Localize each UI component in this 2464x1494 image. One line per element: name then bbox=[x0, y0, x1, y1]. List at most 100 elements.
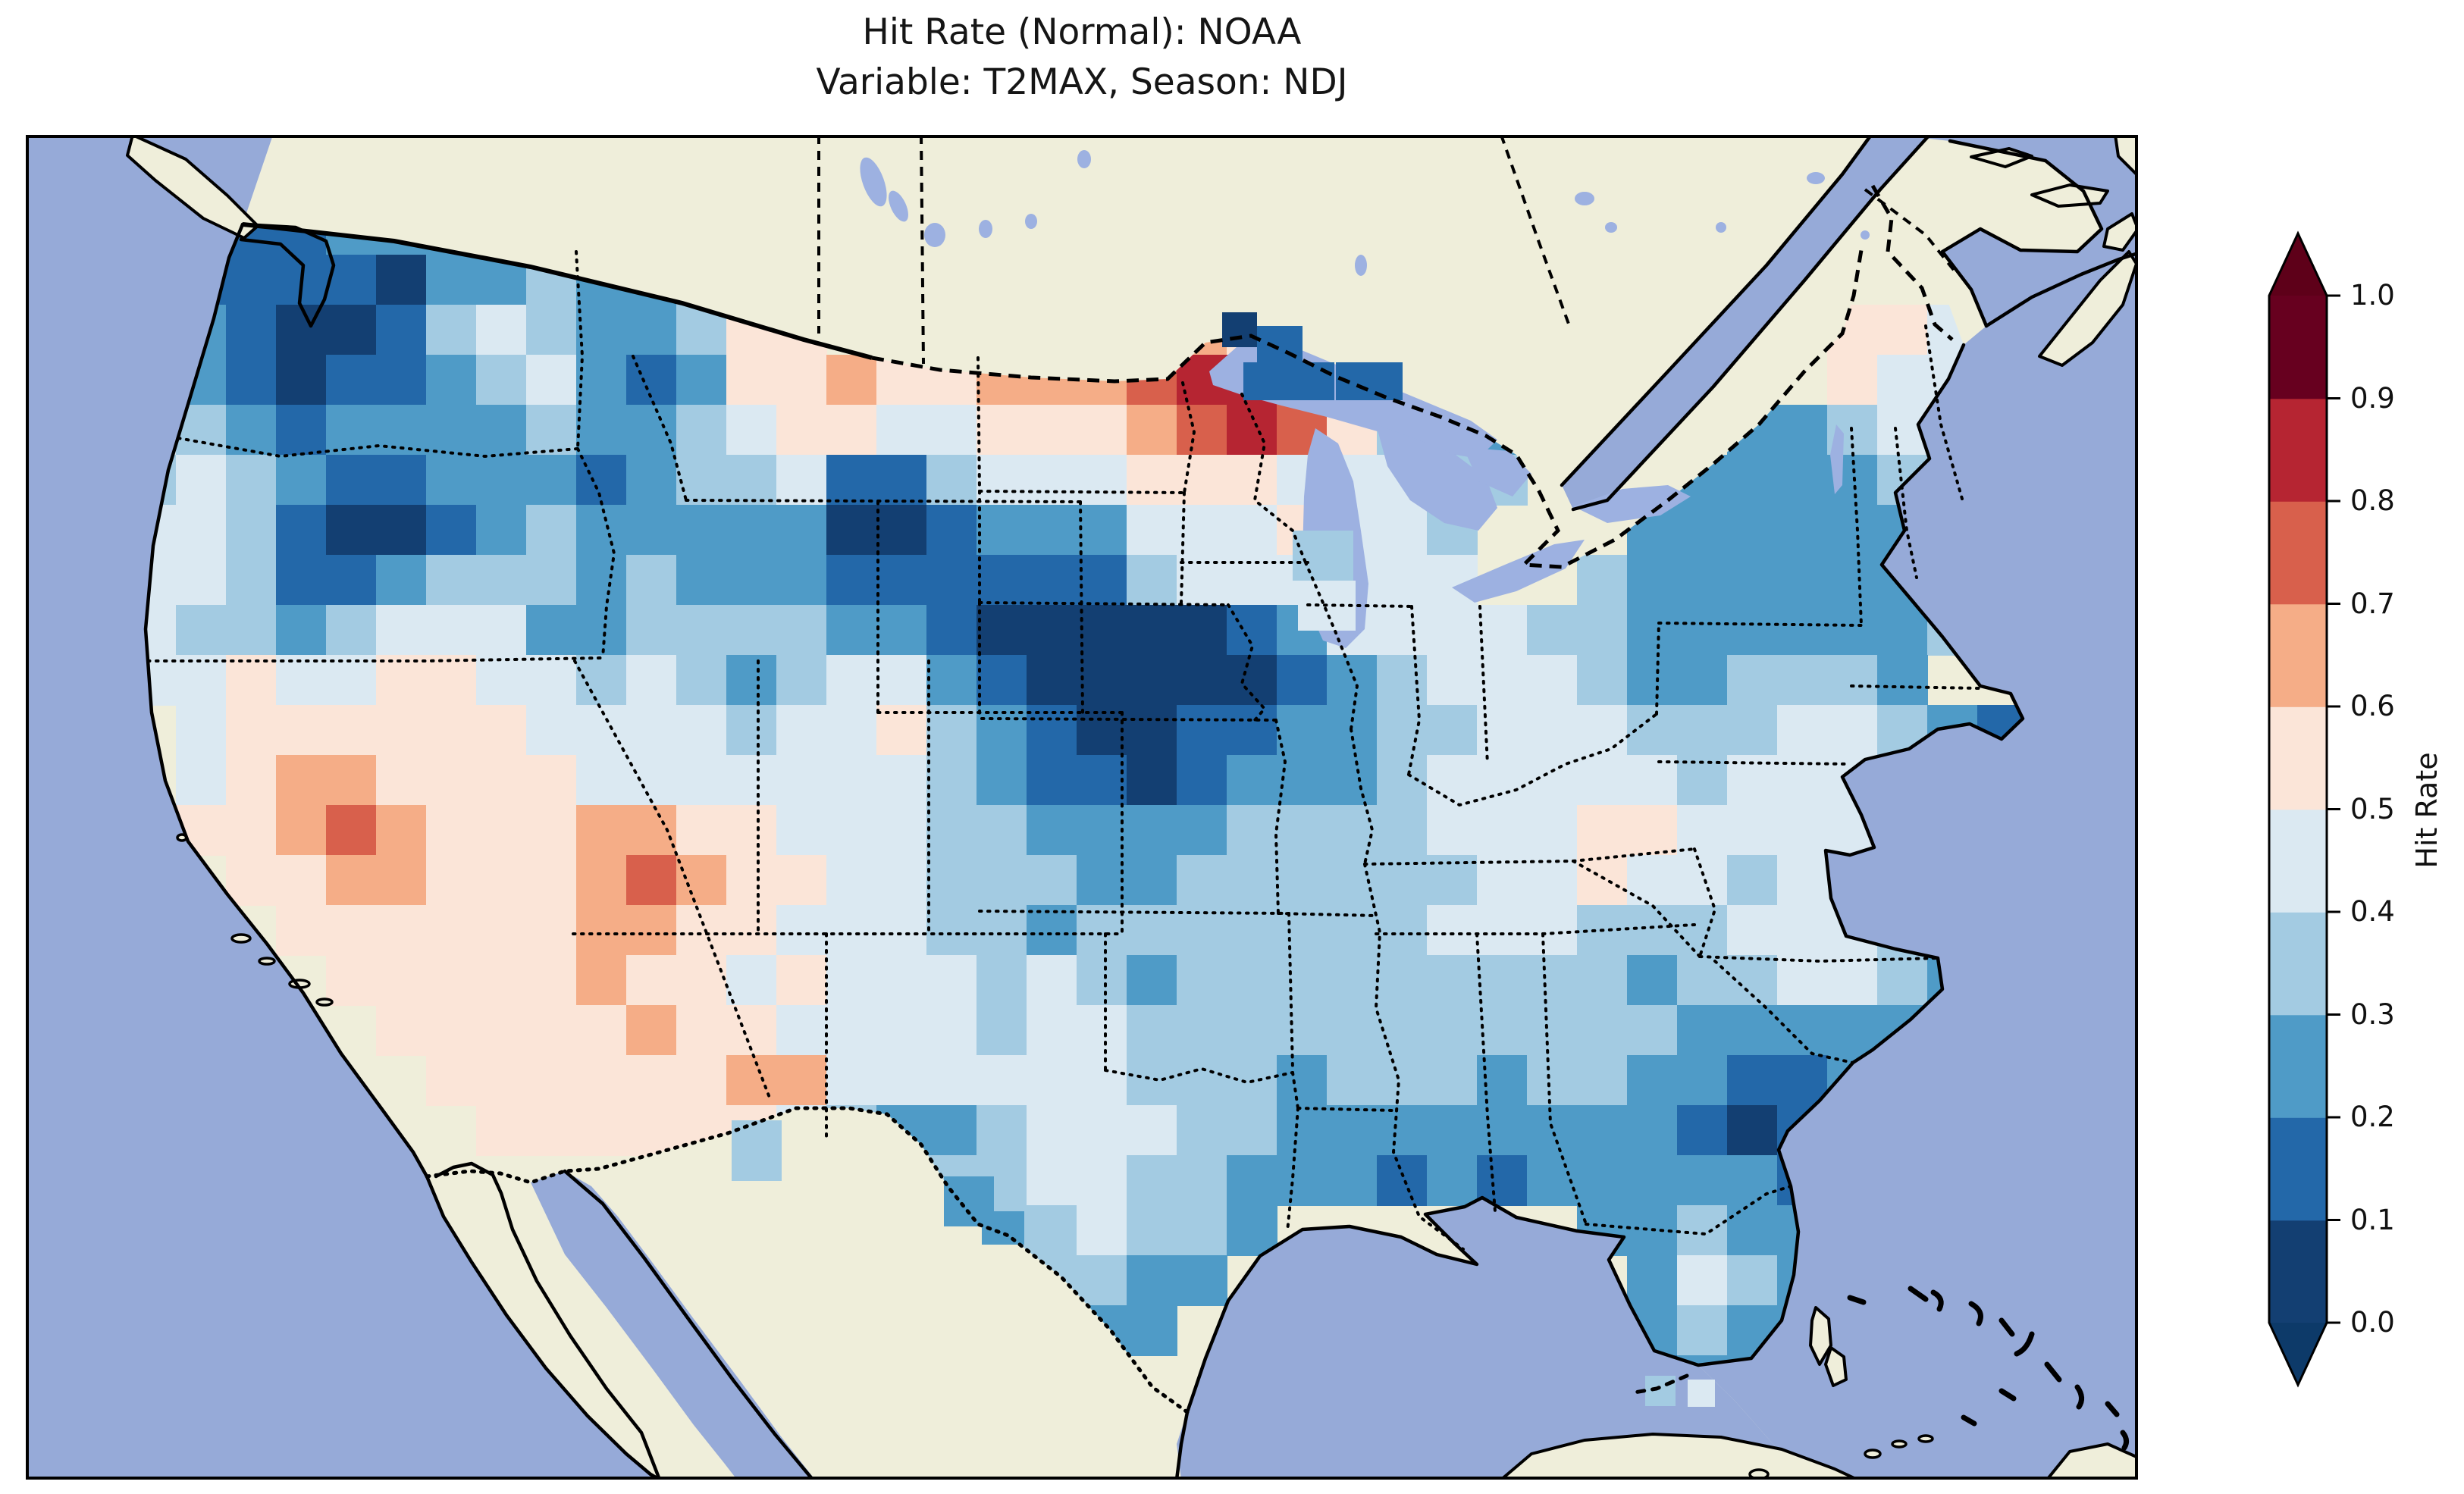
state-border bbox=[177, 437, 579, 459]
st-lawrence-north-shore bbox=[1560, 135, 1873, 487]
colorbar-band bbox=[2269, 809, 2327, 913]
st-lawrence-river bbox=[1562, 135, 1930, 509]
cuba bbox=[1500, 1433, 1859, 1480]
chart-title-line2: Variable: T2MAX, Season: NDJ bbox=[816, 61, 1348, 103]
small-island bbox=[1864, 1449, 1882, 1459]
state-border bbox=[1227, 603, 1267, 722]
us-mexico-border bbox=[425, 1106, 1190, 1414]
colorbar-extend-over bbox=[2269, 233, 2327, 296]
small-island bbox=[1891, 1439, 1908, 1449]
state-border bbox=[146, 656, 604, 662]
bahamas-island-chain bbox=[1930, 1289, 1944, 1312]
lake-ontario bbox=[1573, 485, 1691, 523]
canada-lake bbox=[1077, 150, 1091, 168]
canada-lake bbox=[1575, 192, 1594, 205]
newfoundland-corner bbox=[2114, 135, 2138, 177]
heatmap-spill-cell bbox=[1243, 362, 1334, 400]
state-border bbox=[1713, 960, 1854, 1064]
gulf-of-california bbox=[531, 1171, 815, 1480]
state-border bbox=[978, 601, 1230, 606]
mexico-west-coastline bbox=[563, 1169, 815, 1480]
heatmap-spill-cell bbox=[732, 1120, 782, 1181]
gulf-stlawrence-coastline bbox=[1940, 139, 2104, 328]
colorbar-band bbox=[2269, 501, 2327, 605]
atlantic-ocean bbox=[1698, 253, 2138, 1480]
maine-canada-border bbox=[1870, 184, 1954, 341]
colorbar-extend-under bbox=[2269, 1323, 2327, 1385]
colorbar-band bbox=[2269, 296, 2327, 399]
state-border bbox=[1363, 863, 1465, 1251]
state-border bbox=[1407, 605, 1422, 776]
small-island bbox=[230, 933, 252, 944]
colorbar-tick-label: 0.9 bbox=[2350, 381, 2395, 415]
state-border bbox=[1296, 1107, 1395, 1112]
bahama-island bbox=[1824, 1346, 1848, 1387]
bahamas-island-chain bbox=[1968, 1301, 1983, 1326]
canada-province-border bbox=[1500, 135, 1571, 327]
bahamas-island-chain bbox=[2120, 1430, 2130, 1451]
state-border bbox=[1287, 912, 1294, 1070]
st-lawrence-south-shore bbox=[1571, 135, 1932, 512]
state-border bbox=[1181, 381, 1196, 494]
state-border bbox=[573, 659, 771, 1099]
canada-lake bbox=[860, 157, 887, 207]
heatmap-spill-cell bbox=[1222, 312, 1257, 347]
gulf-of-mexico bbox=[1177, 1198, 1804, 1480]
state-border bbox=[1475, 932, 1497, 1213]
florida-keys bbox=[1628, 1373, 1689, 1395]
state-border bbox=[1698, 955, 1939, 963]
canada-lake bbox=[1355, 255, 1367, 276]
state-border bbox=[1407, 713, 1658, 807]
colorbar-tick-label: 1.0 bbox=[2350, 279, 2395, 312]
colorbar-band bbox=[2269, 706, 2327, 810]
colorbar-band bbox=[2269, 398, 2327, 502]
colorbar-band bbox=[2269, 603, 2327, 707]
small-island bbox=[258, 957, 276, 966]
state-border bbox=[1657, 622, 1863, 627]
colorbar-band bbox=[2269, 1014, 2327, 1118]
colorbar-tick-label: 0.4 bbox=[2350, 895, 2395, 928]
state-border bbox=[1277, 912, 1378, 917]
lake-huron bbox=[1376, 424, 1497, 531]
state-border bbox=[1894, 427, 1918, 579]
colorbar-tick-label: 0.2 bbox=[2350, 1101, 2395, 1133]
canada-lake bbox=[1807, 172, 1825, 184]
us-hit-rate-map bbox=[26, 135, 2138, 1480]
cape-breton bbox=[2102, 212, 2138, 252]
chart-title: Hit Rate (Normal): NOAA Variable: T2MAX,… bbox=[26, 8, 2138, 108]
state-border bbox=[978, 490, 1184, 494]
state-border bbox=[685, 499, 1082, 503]
vancouver-island bbox=[126, 135, 259, 240]
bahamas-island-chain bbox=[2044, 1361, 2062, 1383]
bahamas-island-chain bbox=[1908, 1286, 1929, 1302]
heatmap-cells bbox=[146, 218, 2023, 1412]
pacific-coastline bbox=[143, 222, 662, 1480]
colorbar-tick-label: 0.1 bbox=[2350, 1203, 2395, 1236]
new-brunswick-coastline bbox=[1984, 251, 2138, 328]
state-border bbox=[632, 355, 688, 502]
state-border bbox=[576, 447, 616, 659]
georgian-bay bbox=[1463, 447, 1531, 496]
heatmap-spill-cell bbox=[1293, 531, 1353, 581]
state-border bbox=[1180, 491, 1186, 604]
state-border bbox=[1657, 760, 1851, 766]
canada-lake bbox=[1861, 230, 1870, 240]
state-border bbox=[1286, 1107, 1299, 1233]
pacific-ocean bbox=[26, 135, 661, 1480]
colorbar-tick-label: 0.8 bbox=[2350, 484, 2395, 517]
state-border bbox=[1585, 1185, 1792, 1236]
state-border bbox=[1304, 561, 1359, 731]
bahamas-island-chain bbox=[1998, 1388, 2017, 1402]
bahamas-island-chain bbox=[2074, 1384, 2084, 1410]
state-border bbox=[1291, 1071, 1299, 1110]
bahamas-island-chain bbox=[1998, 1317, 2015, 1337]
colorbar-tick-label: 0.0 bbox=[2350, 1306, 2395, 1339]
hispaniola-corner bbox=[2045, 1442, 2138, 1480]
small-island bbox=[1917, 1434, 1934, 1443]
canada-lake bbox=[1025, 214, 1037, 229]
state-border bbox=[575, 250, 585, 450]
colorbar-tick-label: 0.7 bbox=[2350, 587, 2395, 620]
lake-champlain bbox=[1830, 424, 1844, 494]
gulf-atlantic-coastline bbox=[1174, 343, 2025, 1480]
